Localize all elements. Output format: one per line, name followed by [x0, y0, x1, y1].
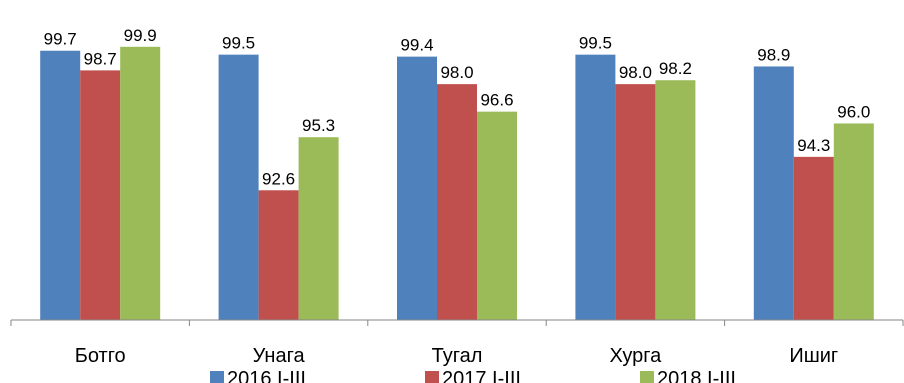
data-label-1-3: 98.0: [619, 63, 652, 82]
data-label-2-4: 96.0: [837, 102, 870, 121]
bar-0-1: [218, 54, 259, 320]
data-label-0-3: 99.5: [579, 34, 612, 53]
data-label-2-1: 95.3: [302, 116, 335, 135]
category-label-3: Хурга: [610, 345, 663, 367]
bar-0-3: [575, 54, 616, 320]
data-label-0-1: 99.5: [222, 34, 255, 53]
bar-1-0: [80, 70, 121, 321]
data-label-1-0: 98.7: [84, 49, 117, 68]
category-label-4: Ишиг: [789, 345, 838, 367]
bar-1-2: [437, 84, 477, 320]
legend-swatch-1: [425, 371, 439, 383]
data-label-2-3: 98.2: [659, 59, 692, 78]
data-label-2-2: 96.6: [480, 91, 513, 110]
category-label-2: Тугал: [432, 345, 483, 367]
bar-2-0: [120, 46, 161, 321]
legend-label-2: 2018 I-III: [657, 368, 736, 383]
data-label-0-0: 99.7: [44, 30, 77, 49]
data-label-2-0: 99.9: [124, 26, 157, 45]
data-label-1-4: 94.3: [797, 136, 830, 155]
data-label-0-4: 98.9: [757, 45, 790, 64]
bar-1-4: [793, 156, 834, 320]
legend-label-1: 2017 I-III: [442, 368, 521, 383]
bar-0-0: [40, 50, 81, 321]
legend-swatch-0: [210, 371, 224, 383]
legend-label-0: 2016 I-III: [227, 368, 306, 383]
legend-swatch-2: [640, 371, 654, 383]
data-label-1-1: 92.6: [262, 169, 295, 188]
bar-2-1: [298, 137, 339, 320]
category-label-0: Ботго: [75, 345, 126, 367]
bar-2-3: [655, 80, 696, 320]
bar-0-4: [753, 66, 794, 320]
bar-2-2: [477, 111, 517, 320]
bar-1-1: [258, 190, 299, 320]
data-label-0-2: 99.4: [400, 36, 433, 55]
bar-0-2: [397, 56, 437, 320]
data-label-1-2: 98.0: [440, 63, 473, 82]
bar-1-3: [615, 84, 656, 320]
category-label-1: Унага: [253, 345, 306, 367]
bar-2-4: [833, 123, 874, 320]
